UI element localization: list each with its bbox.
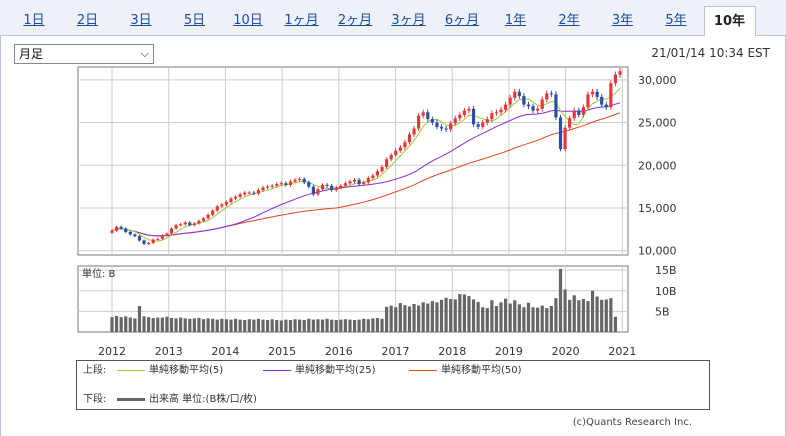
legend-ma50-label: 単純移動平均(50) (441, 365, 522, 376)
ma5-line-swatch (117, 369, 145, 371)
legend-volume: 出来高 単位:(B株/口/枚) (117, 393, 257, 407)
ma25-line-swatch (263, 369, 291, 371)
legend-volume-label: 出来高 単位:(B株/口/枚) (149, 394, 257, 405)
copyright-credit: (c)Quants Research Inc. (572, 417, 692, 428)
tab-8[interactable]: 6ヶ月 (444, 13, 480, 28)
tab-9[interactable]: 1年 (504, 13, 527, 28)
tab-12[interactable]: 5年 (665, 13, 687, 28)
quote-timestamp: 21/01/14 10:34 EST (651, 46, 770, 60)
tab-5[interactable]: 1ヶ月 (284, 13, 319, 28)
tab-13[interactable]: 10年 (703, 6, 756, 37)
tab-11[interactable]: 3年 (611, 13, 634, 28)
ma50-line-swatch (409, 369, 437, 371)
tab-10[interactable]: 2年 (558, 13, 580, 28)
candle-period-value: 月足 (19, 47, 44, 61)
legend-ma25-label: 単純移動平均(25) (295, 365, 376, 376)
legend-ma50: 単純移動平均(50) (409, 364, 522, 378)
tab-1[interactable]: 2日 (76, 13, 99, 28)
tab-6[interactable]: 2ヶ月 (337, 13, 373, 28)
legend-ma25: 単純移動平均(25) (263, 364, 376, 378)
legend-ma5-label: 単純移動平均(5) (149, 365, 224, 376)
volume-bar-swatch (117, 397, 145, 401)
tab-7[interactable]: 3ヶ月 (391, 13, 426, 28)
legend-lower-row: 下段: 出来高 単位:(B株/口/枚) (83, 393, 257, 407)
legend-upper-row: 上段: 単純移動平均(5) 単純移動平均(25) 単純移動平均(50) (83, 364, 522, 378)
chevron-down-icon: ⌵ (140, 47, 149, 60)
tab-4[interactable]: 10日 (233, 13, 263, 28)
candle-period-select[interactable]: 月足 ⌵ (14, 44, 154, 64)
tab-2[interactable]: 3日 (130, 13, 152, 28)
legend-ma5: 単純移動平均(5) (117, 364, 223, 378)
legend: 上段: 単純移動平均(5) 単純移動平均(25) 単純移動平均(50) 下段: … (76, 360, 710, 410)
tab-3[interactable]: 5日 (183, 13, 206, 28)
tab-0[interactable]: 1日 (23, 13, 45, 28)
period-tab-bar: 1日 2日 3日 5日 10日 1ヶ月 2ヶ月 3ヶ月 6ヶ月 1年 2年 3年 5年 10年 (0, 0, 786, 37)
legend-lower-label: 下段: (83, 394, 107, 405)
legend-upper-label: 上段: (83, 365, 107, 376)
